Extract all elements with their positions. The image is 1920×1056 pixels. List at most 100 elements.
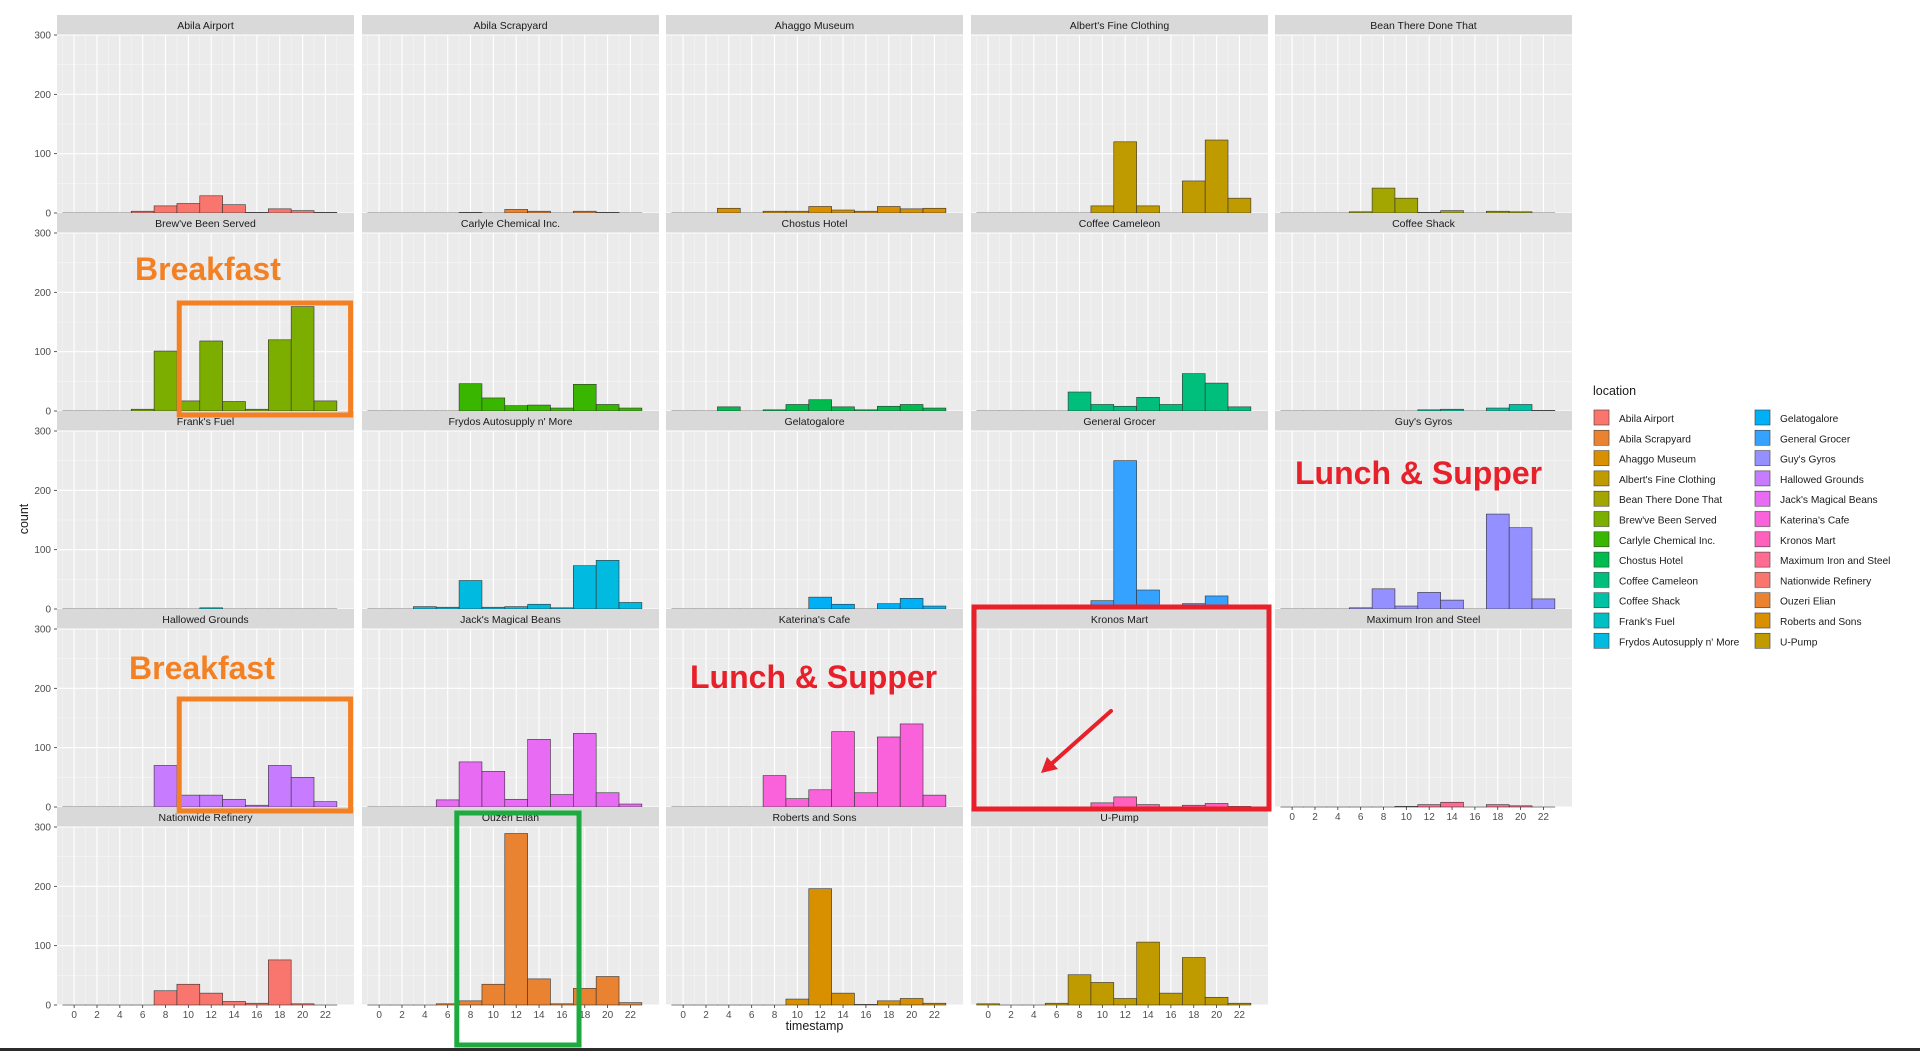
facet-title: Chostus Hotel	[782, 218, 848, 230]
y-tick-label: 200	[34, 684, 51, 695]
histogram-bar	[1486, 514, 1509, 609]
histogram-bar	[1418, 592, 1441, 609]
x-tick-label: 6	[1358, 812, 1364, 823]
legend-key-swatch	[1594, 532, 1609, 547]
legend-item-ouzeri-elian: Ouzeri Elian	[1754, 592, 1836, 609]
x-tick-label: 2	[1312, 812, 1318, 823]
annotation-label: Lunch & Supper	[1295, 455, 1542, 491]
legend-key-swatch	[1755, 430, 1770, 445]
histogram-bar	[809, 597, 832, 609]
histogram-bar	[619, 408, 642, 411]
x-tick-label: 6	[749, 1010, 755, 1021]
x-tick-label: 4	[1335, 812, 1341, 823]
annotation-label: Lunch & Supper	[690, 659, 937, 695]
histogram-bar	[1532, 599, 1555, 609]
legend-item-abila-airport: Abila Airport	[1593, 409, 1674, 426]
y-tick-label: 100	[34, 149, 51, 160]
histogram-bar	[268, 960, 291, 1005]
histogram-bar	[1091, 206, 1114, 213]
legend-key-swatch	[1755, 512, 1770, 527]
histogram-bar	[245, 1003, 268, 1005]
histogram-bar	[1395, 606, 1418, 609]
histogram-bar	[1114, 406, 1137, 411]
histogram-bar	[131, 211, 154, 213]
x-tick-label: 18	[1492, 812, 1504, 823]
legend-item-carlyle-chemical-inc: Carlyle Chemical Inc.	[1593, 531, 1715, 548]
histogram-bar	[1068, 975, 1091, 1005]
x-tick-label: 2	[399, 1010, 405, 1021]
histogram-bar	[268, 340, 291, 411]
histogram-bar	[1486, 805, 1509, 807]
histogram-bar	[977, 1004, 1000, 1005]
x-tick-label: 10	[1097, 1010, 1109, 1021]
facet-title: Maximum Iron and Steel	[1367, 614, 1481, 626]
facet-title: Jack's Magical Beans	[460, 614, 561, 626]
x-tick-label: 22	[320, 1010, 332, 1021]
y-tick-label: 0	[45, 209, 51, 220]
histogram-bar	[832, 993, 855, 1005]
x-tick-label: 10	[183, 1010, 195, 1021]
histogram-bar	[223, 205, 246, 213]
histogram-bar	[154, 351, 177, 411]
legend-key-swatch	[1594, 613, 1609, 628]
y-tick-label: 100	[34, 743, 51, 754]
histogram-bar	[619, 804, 642, 807]
legend-key-swatch	[1594, 451, 1609, 466]
x-tick-label: 22	[929, 1010, 941, 1021]
histogram-bar	[154, 765, 177, 807]
legend-item-ahaggo-museum: Ahaggo Museum	[1593, 450, 1696, 467]
legend-key-swatch	[1594, 410, 1609, 425]
y-tick-label: 300	[34, 31, 51, 42]
facet-title: Albert's Fine Clothing	[1070, 20, 1170, 32]
histogram-bar	[268, 765, 291, 807]
x-tick-label: 16	[1165, 1010, 1177, 1021]
histogram-bar	[482, 771, 505, 807]
legend-label: Kronos Mart	[1780, 536, 1836, 547]
histogram-bar	[923, 408, 946, 411]
histogram-bar	[923, 795, 946, 807]
histogram-bar	[1509, 528, 1532, 609]
histogram-bar	[528, 405, 551, 411]
y-tick-label: 100	[34, 347, 51, 358]
histogram-bar	[877, 206, 900, 213]
histogram-bar	[573, 384, 596, 411]
x-tick-label: 6	[140, 1010, 146, 1021]
annotation-label: Breakfast	[129, 650, 275, 686]
histogram-bar	[528, 979, 551, 1005]
histogram-bar	[1441, 600, 1464, 609]
histogram-bar	[1114, 142, 1137, 213]
histogram-bar	[1509, 806, 1532, 807]
facet-title: Frank's Fuel	[177, 416, 234, 428]
legend-item-general-grocer: General Grocer	[1754, 429, 1851, 446]
histogram-bar	[177, 204, 200, 213]
histogram-bar	[314, 212, 337, 213]
legend-label: Ouzeri Elian	[1780, 597, 1836, 608]
legend-item-nationwide-refinery: Nationwide Refinery	[1754, 571, 1872, 588]
x-tick-label: 14	[1142, 1010, 1154, 1021]
histogram-bar	[923, 606, 946, 609]
x-tick-label: 22	[625, 1010, 637, 1021]
histogram-bar	[1349, 212, 1372, 213]
facet-ahaggo-museum: Ahaggo Museum	[666, 15, 963, 213]
legend-item-bean-there-done-that: Bean There Done That	[1593, 490, 1722, 507]
histogram-bar	[900, 724, 923, 807]
y-axis-title: count	[17, 503, 31, 534]
histogram-bar	[291, 1004, 314, 1005]
x-tick-label: 6	[1054, 1010, 1060, 1021]
histogram-bar	[619, 1003, 642, 1005]
x-tick-label: 12	[206, 1010, 218, 1021]
histogram-bar	[1137, 942, 1160, 1005]
histogram-bar	[573, 211, 596, 213]
histogram-bar	[1532, 410, 1555, 411]
legend-label: Roberts and Sons	[1780, 617, 1862, 628]
histogram-bar	[596, 793, 619, 807]
y-tick-label: 200	[34, 90, 51, 101]
histogram-bar	[245, 212, 268, 213]
facet-u-pump: U-Pump	[971, 807, 1268, 1005]
histogram-bar	[1114, 797, 1137, 807]
